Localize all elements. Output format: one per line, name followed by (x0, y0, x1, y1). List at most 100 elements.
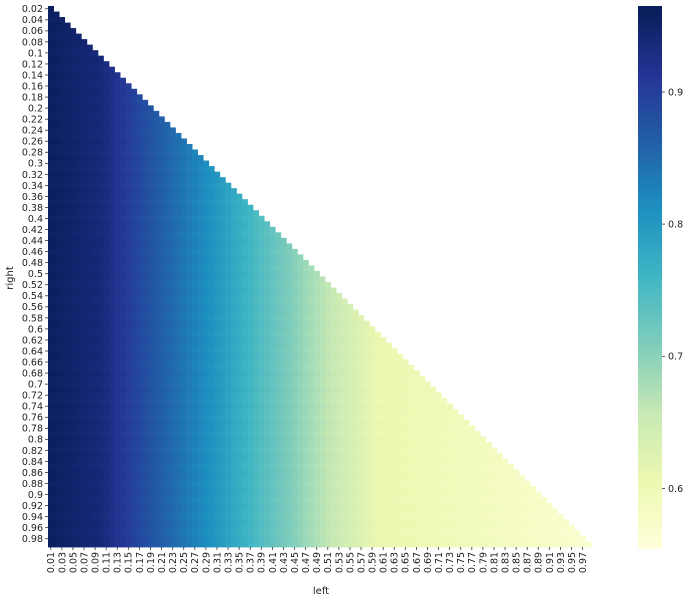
heatmap-cell (435, 431, 442, 438)
heatmap-cell (59, 77, 66, 84)
heatmap-cell (169, 447, 176, 454)
heatmap-cell (241, 326, 248, 333)
heatmap-cell (214, 535, 221, 542)
heatmap-cell (125, 486, 132, 493)
heatmap-cell (136, 491, 143, 498)
heatmap-cell (64, 513, 71, 520)
heatmap-cell (258, 392, 265, 399)
heatmap-cell (480, 464, 487, 471)
heatmap-cell (186, 171, 193, 178)
heatmap-cell (385, 491, 392, 498)
heatmap-cell (330, 480, 337, 487)
heatmap-cell (53, 420, 60, 426)
heatmap-cell (236, 447, 243, 454)
heatmap-cell (114, 221, 121, 228)
heatmap-cell (136, 232, 143, 239)
heatmap-cell (48, 436, 54, 443)
heatmap-cell (169, 265, 176, 272)
heatmap-cell (247, 381, 254, 388)
heatmap-cell (435, 497, 442, 504)
heatmap-cell (258, 375, 265, 382)
heatmap-cell (397, 420, 404, 426)
heatmap-cell (81, 149, 88, 156)
heatmap-cell (391, 408, 398, 415)
heatmap-cell (64, 105, 71, 112)
heatmap-cell (136, 210, 143, 217)
heatmap-cell (225, 403, 232, 410)
heatmap-cell (97, 403, 104, 410)
heatmap-cell (236, 386, 243, 393)
heatmap-cell (75, 193, 82, 200)
heatmap-cell (241, 524, 248, 531)
heatmap-cell (142, 144, 149, 150)
heatmap-cell (125, 364, 132, 371)
heatmap-cell (435, 535, 442, 542)
heatmap-cell (513, 475, 520, 482)
heatmap-cell (92, 50, 99, 57)
heatmap-cell (330, 414, 337, 421)
heatmap-cell (230, 243, 237, 250)
heatmap-cell (192, 486, 199, 493)
heatmap-cell (114, 149, 121, 156)
heatmap-cell (269, 541, 276, 548)
heatmap-cell (103, 127, 110, 134)
heatmap-cell (502, 519, 509, 526)
heatmap-cell (413, 513, 420, 520)
heatmap-cell (153, 513, 160, 520)
heatmap-cell (236, 353, 243, 360)
heatmap-cell (358, 497, 365, 504)
heatmap-cell (252, 287, 259, 294)
heatmap-cell (358, 320, 365, 327)
heatmap-cell (264, 403, 271, 410)
heatmap-cell (120, 88, 127, 95)
heatmap-cell (180, 375, 187, 382)
heatmap-cell (269, 331, 276, 338)
heatmap-cell (131, 265, 138, 272)
heatmap-cell (241, 447, 248, 454)
heatmap-cell (86, 259, 93, 266)
heatmap-cell (197, 226, 204, 233)
heatmap-cell (297, 270, 304, 277)
heatmap-cell (225, 243, 232, 250)
heatmap-cell (552, 513, 559, 520)
heatmap-cell (225, 237, 232, 244)
heatmap-cell (275, 353, 282, 360)
heatmap-cell (169, 403, 176, 410)
heatmap-cell (308, 524, 315, 531)
heatmap-cell (169, 199, 176, 206)
heatmap-cell (175, 386, 182, 393)
heatmap-cell (347, 442, 354, 449)
heatmap-cell (552, 535, 559, 542)
heatmap-cell (97, 221, 104, 228)
heatmap-cell (214, 397, 221, 404)
heatmap-cell (397, 414, 404, 421)
heatmap-cell (435, 491, 442, 498)
heatmap-cell (59, 298, 66, 305)
heatmap-cell (153, 270, 160, 277)
heatmap-cell (352, 353, 359, 360)
heatmap-cell (402, 436, 409, 443)
heatmap-cell (86, 442, 93, 449)
heatmap-cell (236, 348, 243, 355)
heatmap-cell (469, 442, 476, 449)
heatmap-cell (252, 342, 259, 349)
heatmap-cell (81, 193, 88, 200)
heatmap-cell (214, 386, 221, 393)
heatmap-cell (236, 513, 243, 520)
heatmap-cell (330, 475, 337, 482)
heatmap-cell (180, 348, 187, 355)
heatmap-cell (147, 166, 154, 173)
heatmap-cell (236, 315, 243, 322)
heatmap-cell (136, 177, 143, 184)
heatmap-cell (313, 276, 320, 283)
heatmap-cell (280, 364, 287, 371)
heatmap-cell (180, 453, 187, 460)
heatmap-cell (103, 204, 110, 211)
heatmap-cell (75, 259, 82, 266)
heatmap-cell (75, 513, 82, 520)
heatmap-cell (247, 331, 254, 338)
heatmap-cell (402, 480, 409, 487)
heatmap-cell (136, 420, 143, 426)
heatmap-cell (236, 381, 243, 388)
heatmap-cell (336, 535, 343, 542)
